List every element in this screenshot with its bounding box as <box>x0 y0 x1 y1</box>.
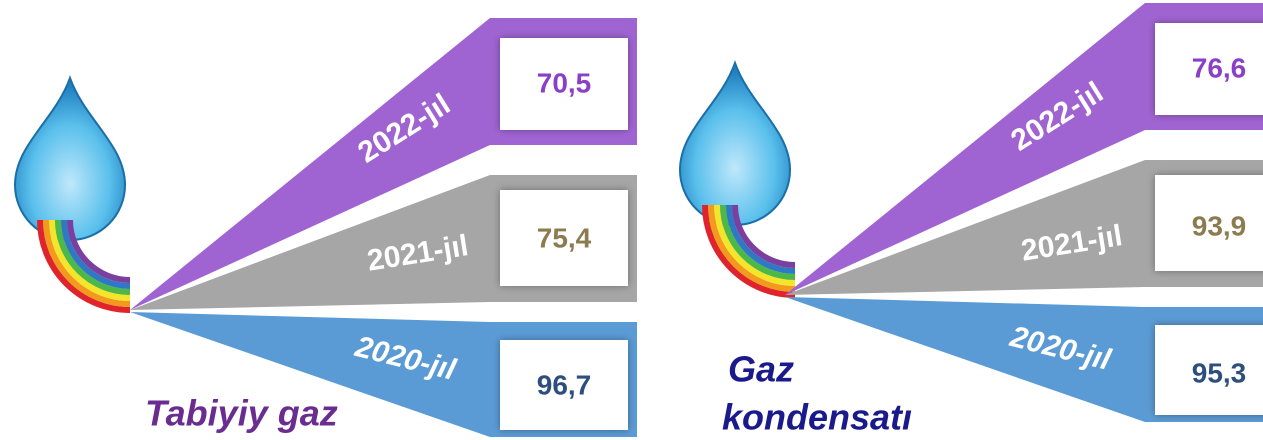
panel-title: Gaz <box>728 349 794 390</box>
value: 93,9 <box>1192 210 1247 241</box>
panel-right: 2022-jıl 2021-jıl 2020-jıl 76,6 93,9 95,… <box>680 3 1263 438</box>
value: 75,4 <box>537 222 592 253</box>
panel-title: Tabiyiy gaz <box>145 393 338 434</box>
value: 70,5 <box>537 67 592 98</box>
gas-icon <box>680 63 795 295</box>
panel-left: 2022-jıl 2021-jıl 2020-jıl 70,5 75,4 96,… <box>15 18 637 437</box>
gas-icon <box>15 78 130 310</box>
value: 76,6 <box>1192 52 1247 83</box>
value: 96,7 <box>537 369 592 400</box>
value: 95,3 <box>1192 357 1247 388</box>
panel-title: kondensatı <box>722 397 912 438</box>
